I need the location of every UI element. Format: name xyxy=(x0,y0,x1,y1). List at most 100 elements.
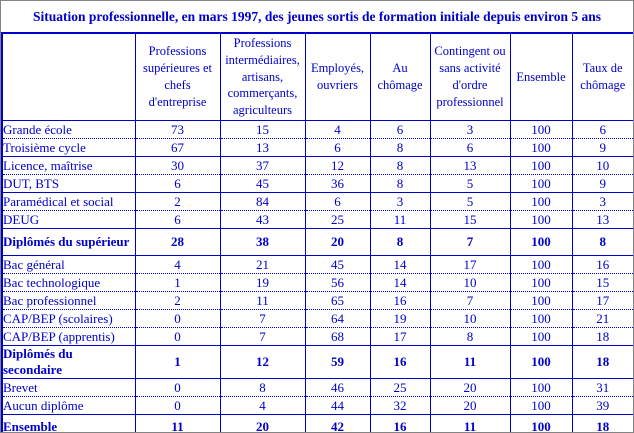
value-cell: 2 xyxy=(134,291,221,310)
value-cell: 2 xyxy=(134,192,221,211)
value-cell: 5 xyxy=(429,192,511,211)
row-label: Licence, maîtrise xyxy=(1,156,136,175)
value-cell: 17 xyxy=(571,291,633,310)
row-label: Bac professionnel xyxy=(1,291,136,310)
row-label: Bac général xyxy=(1,255,136,274)
value-cell: 3 xyxy=(571,192,633,211)
value-cell: 17 xyxy=(369,327,431,346)
value-cell: 9 xyxy=(571,174,633,193)
value-cell: 3 xyxy=(369,192,431,211)
value-cell: 17 xyxy=(429,255,511,274)
value-cell: 3 xyxy=(429,120,511,139)
row-label: CAP/BEP (apprentis) xyxy=(1,327,136,346)
value-cell: 6 xyxy=(369,120,431,139)
row-label: Diplômés du secondaire xyxy=(1,345,136,379)
value-cell: 6 xyxy=(304,138,371,157)
value-cell: 16 xyxy=(369,291,431,310)
value-cell: 19 xyxy=(219,273,306,292)
row-label: Troisième cycle xyxy=(1,138,136,157)
value-cell: 100 xyxy=(509,291,573,310)
column-header: Professions supérieures et chefs d'entre… xyxy=(134,33,221,121)
value-cell: 7 xyxy=(429,228,511,256)
value-cell: 6 xyxy=(429,138,511,157)
total-row: Ensemble 11 20 42 16 11 100 18 xyxy=(1,414,633,432)
value-cell: 6 xyxy=(571,120,633,139)
value-cell: 25 xyxy=(369,378,431,397)
value-cell: 1 xyxy=(134,345,221,379)
value-cell: 12 xyxy=(219,345,306,379)
value-cell: 8 xyxy=(219,378,306,397)
value-cell: 25 xyxy=(304,210,371,229)
table-row: Bac général 4 21 45 14 17 100 16 xyxy=(1,255,633,274)
value-cell: 46 xyxy=(304,378,371,397)
row-label: CAP/BEP (scolaires) xyxy=(1,309,136,328)
value-cell: 6 xyxy=(134,210,221,229)
value-cell: 100 xyxy=(509,156,573,175)
table-row: Aucun diplôme 0 4 44 32 20 100 39 xyxy=(1,396,633,415)
value-cell: 100 xyxy=(509,414,573,432)
table-row: CAP/BEP (apprentis) 0 7 68 17 8 100 18 xyxy=(1,327,633,346)
value-cell: 7 xyxy=(429,291,511,310)
value-cell: 8 xyxy=(571,228,633,256)
results-table: Professions supérieures et chefs d'entre… xyxy=(1,32,633,432)
value-cell: 10 xyxy=(571,156,633,175)
value-cell: 39 xyxy=(571,396,633,415)
table-row: Troisième cycle 67 13 6 8 6 100 9 xyxy=(1,138,633,157)
value-cell: 65 xyxy=(304,291,371,310)
row-label: Bac technologique xyxy=(1,273,136,292)
value-cell: 16 xyxy=(369,414,431,432)
value-cell: 7 xyxy=(219,309,306,328)
value-cell: 44 xyxy=(304,396,371,415)
row-label: Diplômés du supérieur xyxy=(1,228,136,256)
value-cell: 14 xyxy=(369,273,431,292)
column-header: Taux de chômage xyxy=(571,33,633,121)
value-cell: 4 xyxy=(304,120,371,139)
row-label: Ensemble xyxy=(1,414,136,432)
value-cell: 0 xyxy=(134,396,221,415)
value-cell: 21 xyxy=(219,255,306,274)
value-cell: 1 xyxy=(134,273,221,292)
value-cell: 12 xyxy=(304,156,371,175)
value-cell: 67 xyxy=(134,138,221,157)
value-cell: 32 xyxy=(369,396,431,415)
value-cell: 36 xyxy=(304,174,371,193)
table-row: Licence, maîtrise 30 37 12 8 13 100 10 xyxy=(1,156,633,175)
value-cell: 100 xyxy=(509,378,573,397)
value-cell: 4 xyxy=(134,255,221,274)
value-cell: 100 xyxy=(509,255,573,274)
value-cell: 16 xyxy=(369,345,431,379)
value-cell: 18 xyxy=(571,414,633,432)
value-cell: 11 xyxy=(369,210,431,229)
value-cell: 100 xyxy=(509,327,573,346)
table-row: Grande école 73 15 4 6 3 100 6 xyxy=(1,120,633,139)
value-cell: 7 xyxy=(219,327,306,346)
section-total-row: Diplômés du secondaire 1 12 59 16 11 100 18 xyxy=(1,345,633,379)
value-cell: 13 xyxy=(219,138,306,157)
value-cell: 11 xyxy=(134,414,221,432)
value-cell: 100 xyxy=(509,273,573,292)
value-cell: 0 xyxy=(134,378,221,397)
value-cell: 38 xyxy=(219,228,306,256)
value-cell: 11 xyxy=(219,291,306,310)
value-cell: 10 xyxy=(429,273,511,292)
value-cell: 15 xyxy=(219,120,306,139)
column-header: Employés, ouvriers xyxy=(304,33,371,121)
row-label: Grande école xyxy=(1,120,136,139)
table-row: DUT, BTS 6 45 36 8 5 100 9 xyxy=(1,174,633,193)
value-cell: 10 xyxy=(429,309,511,328)
table-body: Grande école 73 15 4 6 3 100 6 Troisième cycle 67… xyxy=(1,120,633,432)
value-cell: 84 xyxy=(219,192,306,211)
value-cell: 0 xyxy=(134,327,221,346)
value-cell: 20 xyxy=(304,228,371,256)
value-cell: 14 xyxy=(369,255,431,274)
value-cell: 8 xyxy=(369,138,431,157)
value-cell: 64 xyxy=(304,309,371,328)
value-cell: 8 xyxy=(429,327,511,346)
value-cell: 9 xyxy=(571,138,633,157)
value-cell: 15 xyxy=(571,273,633,292)
row-label: DEUG xyxy=(1,210,136,229)
value-cell: 21 xyxy=(571,309,633,328)
value-cell: 20 xyxy=(219,414,306,432)
value-cell: 16 xyxy=(571,255,633,274)
value-cell: 8 xyxy=(369,174,431,193)
